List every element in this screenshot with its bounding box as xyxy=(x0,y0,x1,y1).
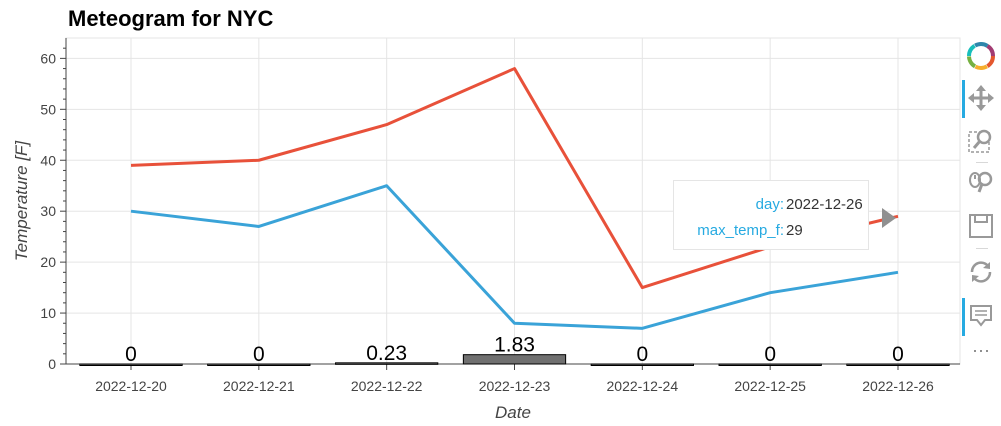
box-zoom-tool-button[interactable] xyxy=(962,120,1000,160)
bar-data-label: 0 xyxy=(764,343,776,366)
bar-data-label: 0 xyxy=(892,343,904,366)
x-tick-label: 2022-12-26 xyxy=(862,378,934,394)
x-tick-label: 2022-12-21 xyxy=(223,378,295,394)
hover-tool-button[interactable] xyxy=(962,296,1000,336)
series-line xyxy=(130,184,899,330)
more-icon[interactable]: ⋯ xyxy=(972,340,990,361)
tooltip-row-max-temp: max_temp_f: 29 xyxy=(674,221,870,241)
x-tick-label: 2022-12-23 xyxy=(479,378,551,394)
save-icon xyxy=(969,214,993,238)
bar-data-label: 0.23 xyxy=(366,342,407,365)
x-tick-label: 2022-12-20 xyxy=(95,378,167,394)
precip-bar xyxy=(590,363,694,366)
reset-tool-button[interactable] xyxy=(962,252,1000,292)
y-tick-label: 40 xyxy=(40,152,56,168)
y-axis-label: Temperature [F] xyxy=(12,140,31,262)
bar-data-label: 1.83 xyxy=(494,334,535,357)
x-axis-label: Date xyxy=(495,403,531,422)
x-tick-label: 2022-12-22 xyxy=(351,378,423,394)
hover-tooltip: day: 2022-12-26 max_temp_f: 29 xyxy=(673,180,869,250)
tooltip-value: 29 xyxy=(786,222,803,239)
chart-title: Meteogram for NYC xyxy=(68,6,274,31)
toolbar-divider xyxy=(976,248,988,249)
bar-data-label: 0 xyxy=(125,343,137,366)
tooltip-row-day: day: 2022-12-26 xyxy=(674,195,870,215)
x-tick-label: 2022-12-24 xyxy=(607,378,679,394)
tooltip-key: day: xyxy=(755,196,784,213)
pan-icon xyxy=(968,85,994,111)
pan-tool-button[interactable] xyxy=(962,78,1000,118)
y-tick-label: 50 xyxy=(40,101,56,117)
wheel-zoom-tool-button[interactable] xyxy=(962,162,1000,202)
precip-bar xyxy=(335,362,439,365)
toolbar-divider xyxy=(976,162,988,163)
tooltip-key: max_temp_f: xyxy=(697,222,784,239)
y-tick-label: 0 xyxy=(48,356,56,372)
bar-data-label: 0 xyxy=(253,343,265,366)
bokeh-logo-icon[interactable] xyxy=(962,36,1000,76)
box-zoom-icon xyxy=(968,129,992,153)
precip-bar xyxy=(462,354,567,365)
x-tick-label: 2022-12-25 xyxy=(734,378,806,394)
precip-bar xyxy=(79,363,183,366)
tooltip-arrow-icon xyxy=(882,208,896,228)
tooltip-value: 2022-12-26 xyxy=(786,196,863,213)
hover-icon xyxy=(970,305,992,327)
precip-bar xyxy=(718,363,822,366)
y-tick-label: 10 xyxy=(40,305,56,321)
y-tick-label: 60 xyxy=(40,50,56,66)
bar-data-label: 0 xyxy=(636,343,648,366)
reset-icon xyxy=(970,261,992,283)
y-tick-label: 20 xyxy=(40,254,56,270)
save-tool-button[interactable] xyxy=(962,206,1000,246)
wheel-zoom-icon xyxy=(969,171,993,193)
precip-bar xyxy=(207,363,311,366)
precip-bar xyxy=(846,363,950,366)
y-tick-label: 30 xyxy=(40,203,56,219)
